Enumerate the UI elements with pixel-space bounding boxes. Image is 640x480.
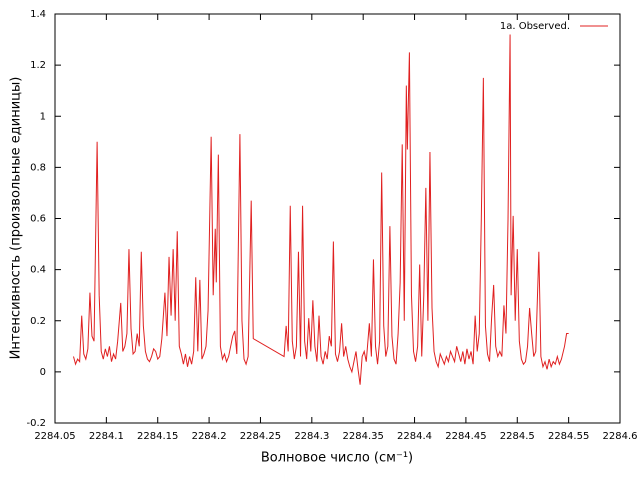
y-tick-label: 0.8 xyxy=(30,162,46,173)
y-tick-label: -0.2 xyxy=(26,418,46,429)
x-tick-label: 2284.6 xyxy=(603,431,638,442)
x-tick-label: 2284.3 xyxy=(294,431,329,442)
x-tick-label: 2284.25 xyxy=(240,431,281,442)
x-tick-label: 2284.2 xyxy=(192,431,227,442)
y-tick-label: 0 xyxy=(40,367,46,378)
y-axis-label: Интенсивность (произвольные единицы) xyxy=(9,77,24,360)
y-tick-label: 0.4 xyxy=(30,265,46,276)
data-line xyxy=(73,34,569,385)
x-axis-label: Волновое число (см⁻¹) xyxy=(261,451,413,466)
legend-label: 1a. Observed. xyxy=(500,21,570,32)
y-tick-label: 1 xyxy=(40,111,46,122)
y-tick-label: 0.2 xyxy=(30,316,46,327)
x-tick-label: 2284.45 xyxy=(445,431,486,442)
x-tick-label: 2284.55 xyxy=(548,431,589,442)
y-tick-label: 1.4 xyxy=(30,9,46,20)
y-tick-label: 1.2 xyxy=(30,60,46,71)
x-tick-label: 2284.4 xyxy=(397,431,432,442)
x-tick-label: 2284.5 xyxy=(500,431,535,442)
x-tick-label: 2284.1 xyxy=(89,431,124,442)
x-tick-label: 2284.35 xyxy=(343,431,384,442)
y-tick-label: 0.6 xyxy=(30,214,46,225)
x-tick-label: 2284.05 xyxy=(34,431,75,442)
x-tick-label: 2284.15 xyxy=(137,431,178,442)
